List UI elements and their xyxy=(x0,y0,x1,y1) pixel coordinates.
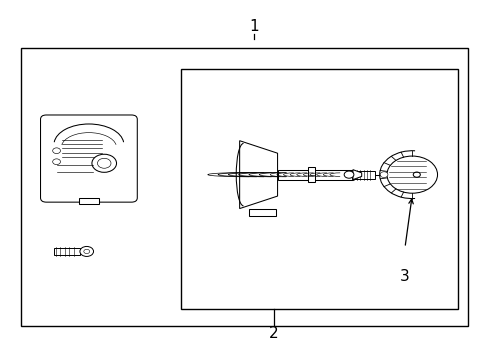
Circle shape xyxy=(92,154,116,172)
Bar xyxy=(351,171,374,179)
Text: 2: 2 xyxy=(268,326,278,341)
Bar xyxy=(307,167,315,182)
Circle shape xyxy=(53,159,61,165)
Circle shape xyxy=(97,158,111,168)
Polygon shape xyxy=(352,170,361,180)
Circle shape xyxy=(344,171,353,178)
Text: 1: 1 xyxy=(249,19,259,34)
Bar xyxy=(181,69,458,309)
Bar xyxy=(277,170,352,180)
Circle shape xyxy=(83,249,89,253)
Circle shape xyxy=(80,247,93,256)
Bar xyxy=(21,48,467,327)
Text: 3: 3 xyxy=(399,269,409,284)
Polygon shape xyxy=(239,141,277,208)
Bar xyxy=(249,208,276,216)
Circle shape xyxy=(53,148,61,154)
FancyBboxPatch shape xyxy=(41,115,137,202)
Bar xyxy=(79,198,99,204)
Circle shape xyxy=(379,172,387,177)
Bar xyxy=(92,174,116,182)
Circle shape xyxy=(412,172,420,177)
Circle shape xyxy=(386,156,437,193)
Bar xyxy=(54,248,80,255)
